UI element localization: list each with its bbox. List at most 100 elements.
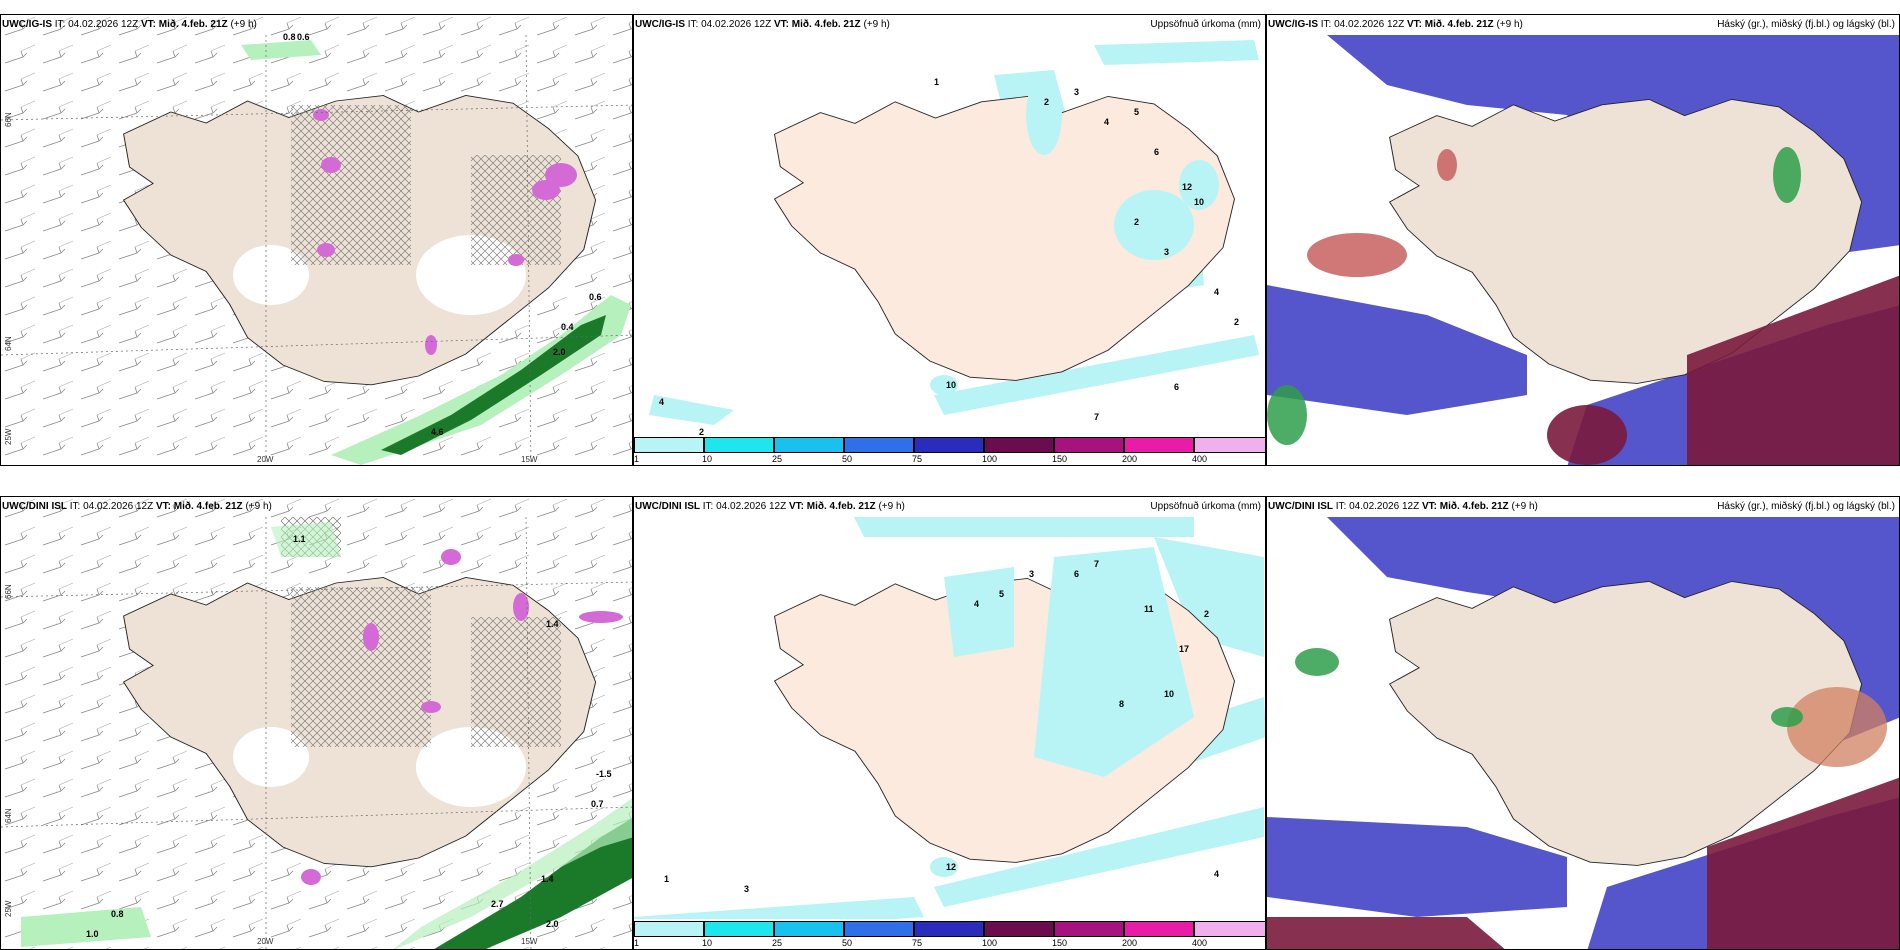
wind-rain-map: 1.1 1.4 -1.5 0.7 0.8 1.4 2.0 1.0 2.7: [1, 497, 632, 949]
colorbar-tick: 1: [634, 938, 640, 948]
precip-label: 6: [1074, 569, 1079, 579]
mid-cloud: [1547, 275, 1899, 465]
rain-label: 2.0: [553, 347, 566, 357]
lat-label: 66N: [4, 584, 13, 599]
colorbar-swatch: [704, 437, 774, 453]
colorbar-tick: 200: [1122, 454, 1138, 464]
precip-label: 2: [1134, 217, 1139, 227]
rain-label: 0.6: [297, 32, 310, 42]
precip-label: 3: [744, 884, 749, 894]
low-cloud: [1267, 147, 1801, 445]
precip-label: 5: [1134, 107, 1139, 117]
colorbar-tick: 25: [772, 938, 783, 948]
cloud-map: [1267, 15, 1899, 465]
precip-label: 1: [934, 77, 939, 87]
precip-label: 2: [1234, 317, 1239, 327]
lon-label: 20W: [257, 937, 274, 946]
map-panel-r1c3: UWC/IG-IS IT: 04.02.2026 12Z VT: Mið. 4.…: [1266, 14, 1900, 466]
colorbar-swatch: [914, 437, 984, 453]
rain-label: 2.0: [546, 919, 559, 929]
colorbar-swatch: [1194, 921, 1265, 937]
colorbar-tick: 400: [1192, 454, 1208, 464]
colorbar-swatch: [704, 921, 774, 937]
precip-label: 2: [1204, 609, 1209, 619]
precip-label: 7: [1094, 412, 1099, 422]
colorbar-tick: 200: [1122, 938, 1138, 948]
precip-label: 8: [1119, 699, 1124, 709]
colorbar-swatch: [634, 921, 704, 937]
precip-label: 6: [1174, 382, 1179, 392]
map-panel-r2c2: 6 7 11 17 10 8 12 4 5 3 2 4 6 1 3 UWC/DI…: [633, 496, 1266, 950]
precip-label: 4: [659, 397, 664, 407]
colorbar-swatch: [984, 437, 1054, 453]
map-panel-r2c3: UWC/DINI ISL IT: 04.02.2026 12Z VT: Mið.…: [1266, 496, 1900, 950]
colorbar-tick: 75: [912, 454, 923, 464]
rain-label: 1.4: [541, 874, 554, 884]
lat-label: 64N: [4, 808, 13, 823]
colorbar-swatch: [1194, 437, 1265, 453]
colorbar-tick: 100: [982, 938, 998, 948]
precip-label: 3: [1074, 87, 1079, 97]
precip-label: 3: [1164, 247, 1169, 257]
lat-label: 25W: [4, 428, 13, 445]
panel-title: UWC/IG-IS IT: 04.02.2026 12Z VT: Mið. 4.…: [2, 19, 257, 30]
colorbar-swatch: [634, 437, 704, 453]
lat-label: 66N: [4, 112, 13, 127]
map-panel-r2c1: 1.1 1.4 -1.5 0.7 0.8 1.4 2.0 1.0 2.7 UWC…: [0, 496, 633, 950]
colorbar-swatch: [1054, 921, 1124, 937]
precip-label: 10: [1194, 197, 1204, 207]
map-panel-r1c1: 0.6 0.4 2.0 4.6 0.8 0.6 UWC/IG-IS IT: 04…: [0, 14, 633, 466]
colorbar-swatch: [774, 437, 844, 453]
colorbar: 1 10 25 50 75 100 150 200 400: [634, 919, 1265, 949]
colorbar-swatch: [984, 921, 1054, 937]
colorbar-tick: 50: [842, 454, 853, 464]
precip-label: 4: [1104, 117, 1109, 127]
lon-label: 15W: [521, 455, 538, 464]
rain-label: 2.7: [491, 899, 504, 909]
colorbar-tick: 10: [702, 454, 713, 464]
lat-label: 64N: [4, 336, 13, 351]
map-panel-r1c2: 10 12 1 2 3 4 5 6 10 2 3 4 2 6 7 4 2 UWC…: [633, 14, 1266, 466]
cloud-map: [1267, 497, 1899, 949]
rain-label: -1.5: [596, 769, 612, 779]
precip-map: 6 7 11 17 10 8 12 4 5 3 2 4 6 1 3: [634, 517, 1265, 937]
lat-label: 25W: [4, 900, 13, 917]
panel-title: UWC/DINI ISL IT: 04.02.2026 12Z VT: Mið.…: [1268, 501, 1538, 512]
panel-title: UWC/IG-IS IT: 04.02.2026 12Z VT: Mið. 4.…: [1268, 19, 1523, 30]
panel-title: UWC/IG-IS IT: 04.02.2026 12Z VT: Mið. 4.…: [635, 19, 890, 30]
panel-title: UWC/DINI ISL IT: 04.02.2026 12Z VT: Mið.…: [2, 501, 272, 512]
precip-label: 12: [1182, 182, 1192, 192]
precip-label: 12: [946, 862, 956, 872]
precip-label: 10: [1164, 689, 1174, 699]
rain-label: 0.8: [111, 909, 124, 919]
colorbar-tick: 25: [772, 454, 783, 464]
panel-title: UWC/DINI ISL IT: 04.02.2026 12Z VT: Mið.…: [635, 501, 905, 512]
rain-label: 4.6: [431, 427, 444, 437]
colorbar: 1 10 25 50 75 100 150 200 400: [634, 435, 1265, 465]
colorbar-swatch: [914, 921, 984, 937]
rain-label: 1.0: [86, 929, 99, 939]
precip-label: 6: [1154, 147, 1159, 157]
colorbar-tick: 150: [1052, 938, 1068, 948]
colorbar-tick: 50: [842, 938, 853, 948]
rain-label: 1.1: [293, 534, 306, 544]
colorbar-swatch: [844, 921, 914, 937]
colorbar-tick: 10: [702, 938, 713, 948]
precip-label: 4: [974, 599, 979, 609]
colorbar-tick: 1: [634, 454, 640, 464]
colorbar-swatch: [844, 437, 914, 453]
rain-label: 0.4: [561, 322, 574, 332]
panel-field-title: Háský (gr.), miðský (fj.bl.) og lágský (…: [1717, 19, 1895, 30]
panel-field-title: Háský (gr.), miðský (fj.bl.) og lágský (…: [1717, 501, 1895, 512]
lon-label: 15W: [521, 937, 538, 946]
precip-map: 10 12 1 2 3 4 5 6 10 2 3 4 2 6 7 4 2: [649, 40, 1259, 437]
precip-label: 5: [999, 589, 1004, 599]
colorbar-tick: 150: [1052, 454, 1068, 464]
colorbar-tick: 75: [912, 938, 923, 948]
colorbar-tick: 100: [982, 454, 998, 464]
precip-label: 7: [1094, 559, 1099, 569]
colorbar-swatch: [1124, 437, 1194, 453]
wind-rain-map: 0.6 0.4 2.0 4.6 0.8 0.6: [1, 15, 632, 465]
colorbar-swatch: [1124, 921, 1194, 937]
precip-label: 2: [1044, 97, 1049, 107]
